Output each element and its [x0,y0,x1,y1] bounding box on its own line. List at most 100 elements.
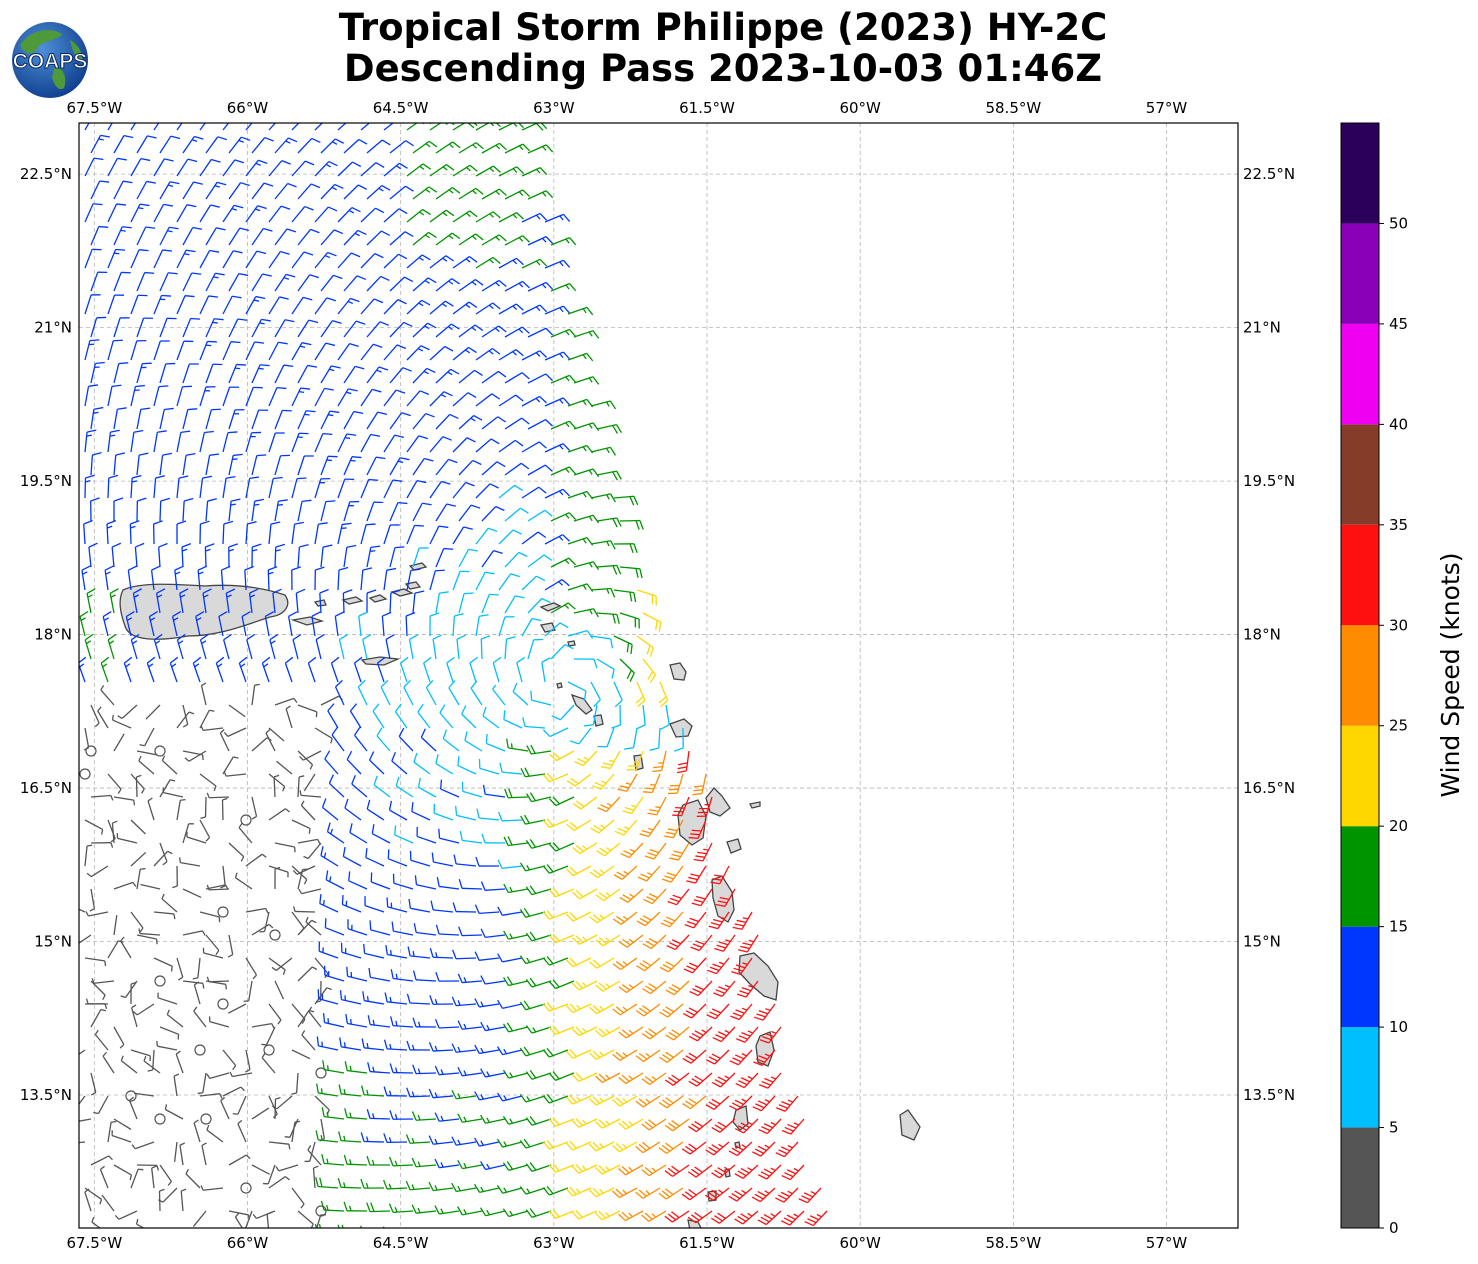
wind-barb [159,407,174,430]
wind-barb [357,679,368,706]
wind-barb [428,1181,454,1192]
wind-barb [480,1068,506,1078]
wind-barb [612,1141,638,1153]
wind-barb [551,704,575,721]
wind-barb [113,452,126,476]
wind-barb [264,611,274,637]
wind-barb [399,656,409,683]
wind-barb [274,182,297,200]
wind-barb [544,213,571,223]
wind-barb [525,885,552,896]
wind-barb [751,1187,776,1203]
wind-barb [429,345,454,361]
wind-barb [176,798,186,821]
wind-barb [91,978,115,984]
wind-barb [503,930,529,940]
wind-barb [451,1043,477,1053]
wind-barb [527,597,551,614]
wind-barb-calm [125,1090,137,1102]
wind-barb [612,1049,638,1061]
wind-barb [406,993,431,1005]
wind-barb [334,679,345,706]
wind-barb [429,436,452,453]
wind-barb [222,756,239,775]
wind-barb [439,704,454,729]
wind-barb [83,519,93,545]
wind-barb [222,159,245,177]
wind-barb [90,704,100,728]
wind-barb [613,681,623,708]
wind-barb-calm [269,929,281,941]
lat-tick-label: 13.5°N [20,1086,72,1104]
wind-barb [159,1026,180,1040]
wind-barb [665,1026,690,1041]
st-barthelemy-island [567,640,576,647]
wind-barb [220,865,226,889]
wind-barb [435,141,461,154]
wind-barb [550,602,576,614]
wind-barb [176,158,198,177]
wind-barb [360,478,379,499]
wind-barb [452,392,477,407]
wind-barb [417,777,437,798]
wind-barb [360,253,384,269]
wind-barb [642,934,667,950]
wind-barb [291,123,300,131]
wind-barb [84,384,99,407]
wind-barb [642,980,667,995]
wind-barb [619,888,644,903]
wind-barb [366,411,388,430]
wind-barb [682,1003,707,1019]
wind-barb [710,865,730,885]
wind-barb [222,341,241,361]
wind-barb [571,1072,598,1083]
wind-barb [245,476,260,499]
wind-barb [729,1049,753,1066]
wind-barb [526,744,552,755]
wind-barb [452,481,475,499]
wind-barb [519,1186,546,1195]
wind-barb [130,249,149,269]
wind-barb [274,137,298,154]
wind-barb [658,1095,684,1109]
wind-barb [429,209,455,223]
wind-barb [130,819,146,835]
wind-barb [688,1072,713,1087]
wind-barb [569,727,592,745]
wind-barb [664,819,684,839]
wind-barb [182,750,204,761]
wind-barb [363,943,385,959]
wind-barb [506,738,529,752]
wind-barb [111,820,118,844]
wind-barb [408,898,431,913]
wind-barb [159,181,180,200]
wind-barb [223,633,232,660]
wind-barb [474,1044,500,1055]
wind-barb [245,341,265,361]
wind-barb [659,957,684,973]
wind-barb [94,1029,109,1051]
wind-barb [595,1026,621,1038]
wind-barb [222,250,243,269]
wind-barb [548,1209,575,1219]
dominica-island [711,875,735,923]
wind-barb [90,497,100,522]
wind-barb [366,275,390,292]
wind-barb [497,859,523,870]
wind-barb [595,1072,621,1084]
wind-barb [366,1155,391,1166]
wind-barb [320,455,338,476]
wind-barb [373,775,391,798]
wind-barb [161,893,178,913]
wind-barb [220,565,231,591]
wind-barb [544,305,571,315]
wind-barb [681,1141,707,1155]
wind-barb [521,486,547,499]
wind-barb [423,656,432,683]
wind-barb [525,838,552,849]
lon-tick-label: 57°W [1146,1234,1188,1252]
wind-barb [268,476,283,499]
wind-barb [157,992,178,1005]
wind-barb [758,1072,782,1089]
wind-barb [136,226,156,246]
